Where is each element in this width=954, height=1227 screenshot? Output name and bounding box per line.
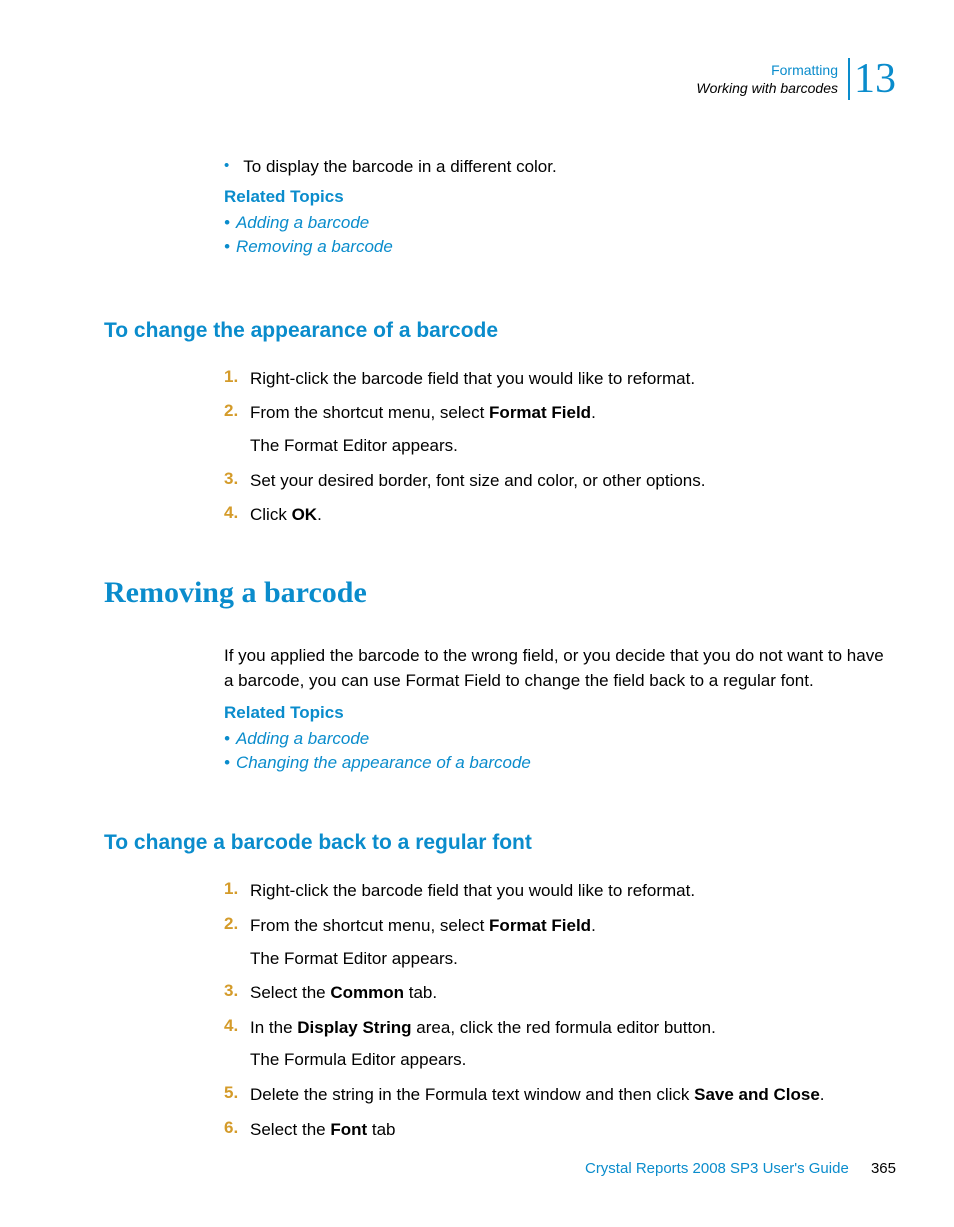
steps-list-1: 1. Right-click the barcode field that yo… [224,367,896,528]
step-text-bold: Common [330,983,404,1002]
bullet-icon: • [224,155,229,179]
step-number: 1. [224,367,250,392]
step-number: 3. [224,469,250,494]
step-number: 4. [224,1016,250,1073]
step-text-pre: Select the [250,983,330,1002]
intro-bullet-text: To display the barcode in a different co… [243,155,556,179]
step-number: 1. [224,879,250,904]
step-text-bold: Format Field [489,916,591,935]
steps-list-2: 1. Right-click the barcode field that yo… [224,879,896,1142]
step-item: 2. From the shortcut menu, select Format… [224,914,896,971]
step-text: Right-click the barcode field that you w… [250,879,695,904]
step-text: In the Display String area, click the re… [250,1016,716,1041]
link-bullet-icon: • [224,213,230,233]
step-text: Set your desired border, font size and c… [250,469,706,494]
header-section-title: Working with barcodes [696,79,838,97]
related-link-row: • Changing the appearance of a barcode [224,753,896,773]
related-topics-heading: Related Topics [224,187,896,207]
page: Formatting Working with barcodes 13 • To… [0,0,954,1227]
related-link[interactable]: Removing a barcode [236,237,393,257]
step-subtext: The Formula Editor appears. [250,1048,716,1073]
related-link-row: • Removing a barcode [224,237,896,257]
step-text: Right-click the barcode field that you w… [250,367,695,392]
step-text: Select the Common tab. [250,981,437,1006]
step-text-post: tab [367,1120,395,1139]
page-header: Formatting Working with barcodes 13 [696,58,896,100]
step-number: 6. [224,1118,250,1143]
intro-block: • To display the barcode in a different … [224,155,896,257]
step-item: 1. Right-click the barcode field that yo… [224,879,896,904]
step-text-bold: OK [292,505,318,524]
related-link[interactable]: Adding a barcode [236,213,369,233]
step-number: 3. [224,981,250,1006]
step-text: Delete the string in the Formula text wi… [250,1083,825,1108]
step-item: 3. Select the Common tab. [224,981,896,1006]
related-topics-heading: Related Topics [224,703,896,723]
link-bullet-icon: • [224,753,230,773]
step-text-bold: Format Field [489,403,591,422]
step-text-bold: Save and Close [694,1085,820,1104]
step-text-pre: Delete the string in the Formula text wi… [250,1085,694,1104]
step-text-bold: Font [330,1120,367,1139]
step-text-pre: In the [250,1018,297,1037]
section-heading-removing: Removing a barcode [104,576,896,610]
related-link[interactable]: Changing the appearance of a barcode [236,753,531,773]
step-item: 6. Select the Font tab [224,1118,896,1143]
link-bullet-icon: • [224,729,230,749]
step-text-post: . [317,505,322,524]
link-bullet-icon: • [224,237,230,257]
step-number: 5. [224,1083,250,1108]
step-text-post: area, click the red formula editor butto… [412,1018,716,1037]
step-item: 1. Right-click the barcode field that yo… [224,367,896,392]
step-item: 4. In the Display String area, click the… [224,1016,896,1073]
related-link-row: • Adding a barcode [224,213,896,233]
removing-block: If you applied the barcode to the wrong … [224,644,896,773]
related-link-row: • Adding a barcode [224,729,896,749]
step-number: 2. [224,401,250,458]
step-item: 2. From the shortcut menu, select Format… [224,401,896,458]
step-item: 3. Set your desired border, font size an… [224,469,896,494]
step-text-post: tab. [404,983,437,1002]
step-item: 5. Delete the string in the Formula text… [224,1083,896,1108]
related-link[interactable]: Adding a barcode [236,729,369,749]
step-number: 2. [224,914,250,971]
step-item: 4. Click OK. [224,503,896,528]
section-heading-appearance: To change the appearance of a barcode [104,319,896,343]
step-subtext: The Format Editor appears. [250,434,596,459]
removing-paragraph: If you applied the barcode to the wrong … [224,644,896,693]
intro-bullet-row: • To display the barcode in a different … [224,155,896,179]
page-footer: Crystal Reports 2008 SP3 User's Guide 36… [585,1160,896,1177]
content-area: • To display the barcode in a different … [104,155,896,1142]
step-number: 4. [224,503,250,528]
step-text: Click OK. [250,503,322,528]
step-text-pre: From the shortcut menu, select [250,916,489,935]
step-text-post: . [591,403,596,422]
header-divider [848,58,850,100]
footer-page-number: 365 [871,1160,896,1177]
header-chapter-title: Formatting [696,61,838,79]
section-heading-regular-font: To change a barcode back to a regular fo… [104,831,896,855]
chapter-number: 13 [854,58,896,100]
step-text-pre: Click [250,505,292,524]
header-text-block: Formatting Working with barcodes [696,61,838,97]
step-text-bold: Display String [297,1018,411,1037]
step-text-post: . [820,1085,825,1104]
step-text: From the shortcut menu, select Format Fi… [250,401,596,426]
step-text: Select the Font tab [250,1118,396,1143]
step-text-pre: Select the [250,1120,330,1139]
step-text-post: . [591,916,596,935]
step-text: From the shortcut menu, select Format Fi… [250,914,596,939]
step-text-pre: From the shortcut menu, select [250,403,489,422]
step-subtext: The Format Editor appears. [250,947,596,972]
footer-doc-title: Crystal Reports 2008 SP3 User's Guide [585,1160,849,1177]
